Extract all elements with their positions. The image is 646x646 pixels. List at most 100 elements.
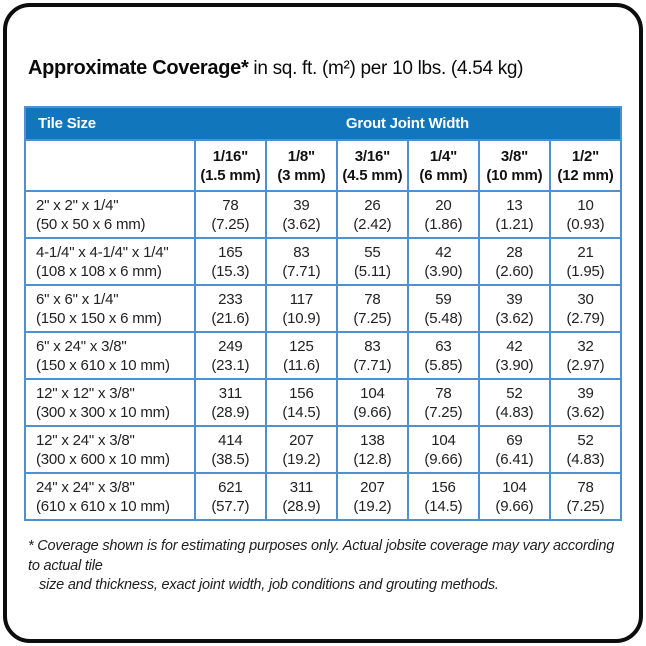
coverage-cell: 26 (2.42) (335, 190, 409, 239)
cell-line-1: 249 (218, 337, 243, 355)
table-row: 12" x 12" x 3/8" (300 x 300 x 10 mm) 311 (2… (24, 378, 623, 427)
cell-line-2: (3.90) (495, 356, 534, 374)
tile-size-header: Tile Size (25, 107, 195, 140)
coverage-cell: 414 (38.5) (193, 425, 267, 474)
coverage-card: Approximate Coverage* in sq. ft. (m²) pe… (3, 3, 643, 643)
cell-line-1: 28 (506, 243, 523, 261)
coverage-cell: 20 (1.86) (406, 190, 480, 239)
cell-line-1: 52 (506, 384, 523, 402)
joint-width-header-cell: 3/16" (4.5 mm) (335, 139, 409, 192)
cell-line-2: (2.60) (495, 262, 534, 280)
cell-line-2: (5.48) (424, 309, 463, 327)
cell-line-1: 63 (435, 337, 452, 355)
coverage-cell: 207 (19.2) (264, 425, 338, 474)
table-row: 2" x 2" x 1/4" (50 x 50 x 6 mm) 78 (7.25) 39… (24, 190, 623, 239)
joint-width-header-cell: 1/2" (12 mm) (548, 139, 623, 192)
cell-line-2: (1.95) (566, 262, 605, 280)
cell-line-1: 21 (577, 243, 594, 261)
cell-line-2: (3.62) (282, 215, 321, 233)
cell-line-1: 3/8" (500, 147, 529, 165)
coverage-cell: 42 (3.90) (477, 331, 551, 380)
cell-line-2: (4.5 mm) (342, 166, 403, 184)
cell-line-1: 104 (502, 478, 527, 496)
cell-line-2: (1.86) (424, 215, 463, 233)
cell-line-1: 4-1/4" x 4-1/4" x 1/4" (36, 243, 169, 261)
cell-line-2: (150 x 610 x 10 mm) (36, 356, 170, 374)
cell-line-2: (4.83) (495, 403, 534, 421)
cell-line-2: (14.5) (282, 403, 321, 421)
cell-line-1: 83 (293, 243, 310, 261)
cell-line-1: 13 (506, 196, 523, 214)
cell-line-1: 6" x 24" x 3/8" (36, 337, 127, 355)
coverage-cell: 117 (10.9) (264, 284, 338, 333)
cell-line-2: (14.5) (424, 497, 463, 515)
cell-line-1: 2" x 2" x 1/4" (36, 196, 119, 214)
cell-line-2: (7.25) (353, 309, 392, 327)
cell-line-2: (38.5) (211, 450, 250, 468)
cell-line-2: (12 mm) (557, 166, 614, 184)
cell-line-1: 138 (360, 431, 385, 449)
cell-line-1: 207 (360, 478, 385, 496)
cell-line-1: 311 (218, 384, 243, 402)
cell-line-2: (4.83) (566, 450, 605, 468)
joint-width-header-cell: 1/16" (1.5 mm) (193, 139, 267, 192)
joint-width-header-cell: 1/8" (3 mm) (264, 139, 338, 192)
coverage-cell: 21 (1.95) (548, 237, 623, 286)
cell-line-2: (2.79) (566, 309, 605, 327)
cell-line-1: 156 (431, 478, 456, 496)
cell-line-2: (7.25) (424, 403, 463, 421)
cell-line-1: 39 (293, 196, 310, 214)
cell-line-2: (9.66) (495, 497, 534, 515)
joint-width-subheader-row: 1/16" (1.5 mm) 1/8" (3 mm) 3/16" (4.5 mm) 1/4"… (24, 139, 623, 192)
coverage-cell: 32 (2.97) (548, 331, 623, 380)
coverage-cell: 78 (7.25) (406, 378, 480, 427)
cell-line-2: (5.11) (353, 262, 391, 280)
cell-line-2: (19.2) (353, 497, 392, 515)
coverage-cell: 207 (19.2) (335, 472, 409, 521)
cell-line-2: (9.66) (424, 450, 463, 468)
coverage-table-head: Tile Size Grout Joint Width 1/16" (1.5 mm) 1… (24, 107, 623, 192)
cell-line-1: 3/16" (354, 147, 391, 165)
table-row: 6" x 24" x 3/8" (150 x 610 x 10 mm) 249 (23… (24, 331, 623, 380)
tile-size-cell: 12" x 12" x 3/8" (300 x 300 x 10 mm) (24, 378, 196, 427)
tile-size-cell: 2" x 2" x 1/4" (50 x 50 x 6 mm) (24, 190, 196, 239)
cell-line-2: (50 x 50 x 6 mm) (36, 215, 146, 233)
tile-size-cell: 6" x 24" x 3/8" (150 x 610 x 10 mm) (24, 331, 196, 380)
cell-line-1: 104 (360, 384, 385, 402)
coverage-table: Tile Size Grout Joint Width 1/16" (1.5 mm) 1… (24, 106, 623, 521)
coverage-cell: 39 (3.62) (264, 190, 338, 239)
empty-subheader-cell (24, 139, 196, 192)
table-row: 4-1/4" x 4-1/4" x 1/4" (108 x 108 x 6 mm)… (24, 237, 623, 286)
group-header-row: Tile Size Grout Joint Width (25, 107, 621, 140)
cell-line-2: (300 x 300 x 10 mm) (36, 403, 170, 421)
cell-line-2: (28.9) (211, 403, 250, 421)
coverage-cell: 156 (14.5) (264, 378, 338, 427)
cell-line-1: 78 (577, 478, 594, 496)
cell-line-2: (7.71) (282, 262, 321, 280)
cell-line-1: 621 (218, 478, 243, 496)
cell-line-2: (1.5 mm) (200, 166, 261, 184)
cell-line-1: 42 (435, 243, 452, 261)
cell-line-2: (12.8) (353, 450, 392, 468)
footnote: * Coverage shown is for estimating purpo… (28, 537, 622, 596)
cell-line-2: (11.6) (282, 356, 320, 374)
cell-line-1: 83 (364, 337, 381, 355)
cell-line-1: 39 (577, 384, 594, 402)
coverage-cell: 10 (0.93) (548, 190, 623, 239)
cell-line-1: 32 (577, 337, 594, 355)
cell-line-2: (6.41) (495, 450, 534, 468)
tile-size-cell: 6" x 6" x 1/4" (150 x 150 x 6 mm) (24, 284, 196, 333)
coverage-cell: 39 (3.62) (477, 284, 551, 333)
coverage-cell: 83 (7.71) (335, 331, 409, 380)
cell-line-1: 1/8" (287, 147, 315, 165)
cell-line-2: (150 x 150 x 6 mm) (36, 309, 162, 327)
cell-line-2: (15.3) (211, 262, 250, 280)
cell-line-1: 1/4" (429, 147, 457, 165)
coverage-cell: 13 (1.21) (477, 190, 551, 239)
cell-line-2: (108 x 108 x 6 mm) (36, 262, 162, 280)
cell-line-2: (3.62) (566, 403, 605, 421)
coverage-cell: 104 (9.66) (406, 425, 480, 474)
footnote-line-2: size and thickness, exact joint width, j… (39, 577, 499, 593)
footnote-line-1: * Coverage shown is for estimating purpo… (28, 538, 615, 574)
cell-line-1: 30 (577, 290, 594, 308)
